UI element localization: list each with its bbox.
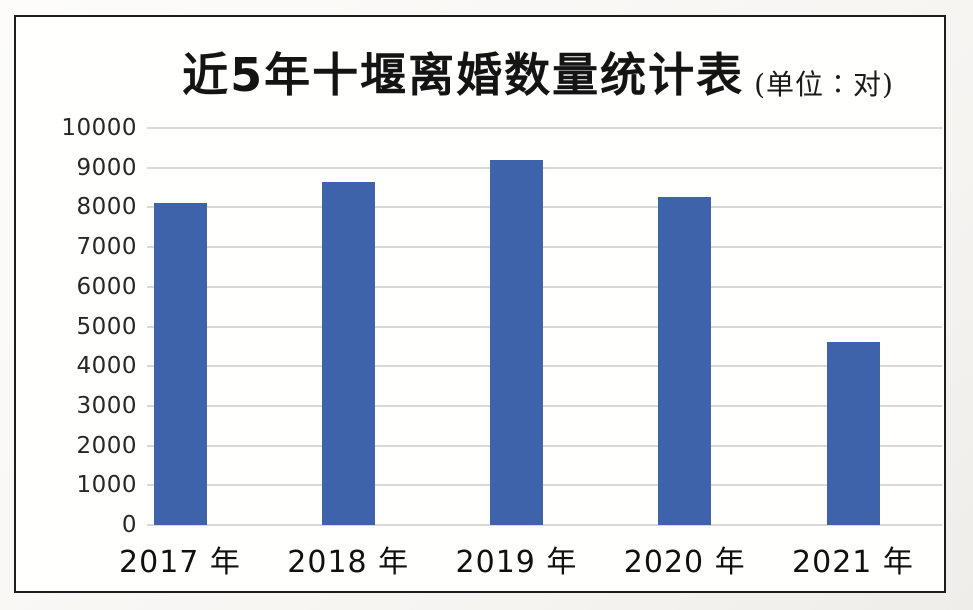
- y-tick-label-4000: 4000: [76, 353, 137, 380]
- y-tick-label-10000: 10000: [61, 115, 137, 141]
- gridline-6000: [147, 285, 942, 288]
- bar-2019年: [490, 159, 543, 525]
- gridline-9000: [147, 166, 942, 169]
- y-tick-label-0: 0: [121, 512, 137, 538]
- plot-area: 0 1000 2000 3000 4000 5000 6000 7000 8000 9000 100…: [16, 17, 944, 591]
- chart-frame: 近5年十堰离婚数量统计表 (单位∶对) 0 1000 2000 3000 4000 5000…: [14, 15, 946, 593]
- gridline-4000: [147, 365, 942, 368]
- gridline-2000: [147, 444, 942, 447]
- gridline-1000: [147, 484, 942, 487]
- x-tick-label-1: 2017 年: [119, 545, 241, 580]
- y-tick-label-1000: 1000: [76, 472, 137, 499]
- gridline-7000: [147, 246, 942, 249]
- x-tick-label-3: 2019 年: [455, 545, 578, 580]
- bar-2020年: [658, 197, 712, 525]
- chart-title-row: 近5年十堰离婚数量统计表 (单位∶对): [133, 39, 943, 105]
- x-tick-label-5: 2021 年: [792, 545, 914, 580]
- y-tick-label-9000: 9000: [76, 154, 137, 181]
- bar-2018年: [321, 181, 375, 525]
- chart-title: 近5年十堰离婚数量统计表: [182, 48, 745, 102]
- y-tick-label-2000: 2000: [76, 432, 137, 459]
- y-tick-label-3000: 3000: [76, 392, 137, 419]
- bar-2021年: [826, 342, 880, 525]
- y-tick-label-6000: 6000: [76, 273, 137, 300]
- y-tick-label-8000: 8000: [76, 194, 137, 221]
- bar-2017年: [153, 203, 207, 525]
- y-tick-label-5000: 5000: [76, 313, 137, 340]
- gridline-3000: [147, 404, 942, 407]
- gridline-10000: [147, 127, 942, 129]
- chart-unit-label: (单位∶对): [754, 68, 894, 101]
- x-tick-label-4: 2020 年: [623, 545, 746, 580]
- gridline-8000: [147, 206, 942, 209]
- gridline-5000: [147, 325, 942, 328]
- gridline-0: [147, 524, 942, 526]
- y-tick-label-7000: 7000: [76, 234, 137, 261]
- x-tick-label-2: 2018 年: [287, 545, 410, 580]
